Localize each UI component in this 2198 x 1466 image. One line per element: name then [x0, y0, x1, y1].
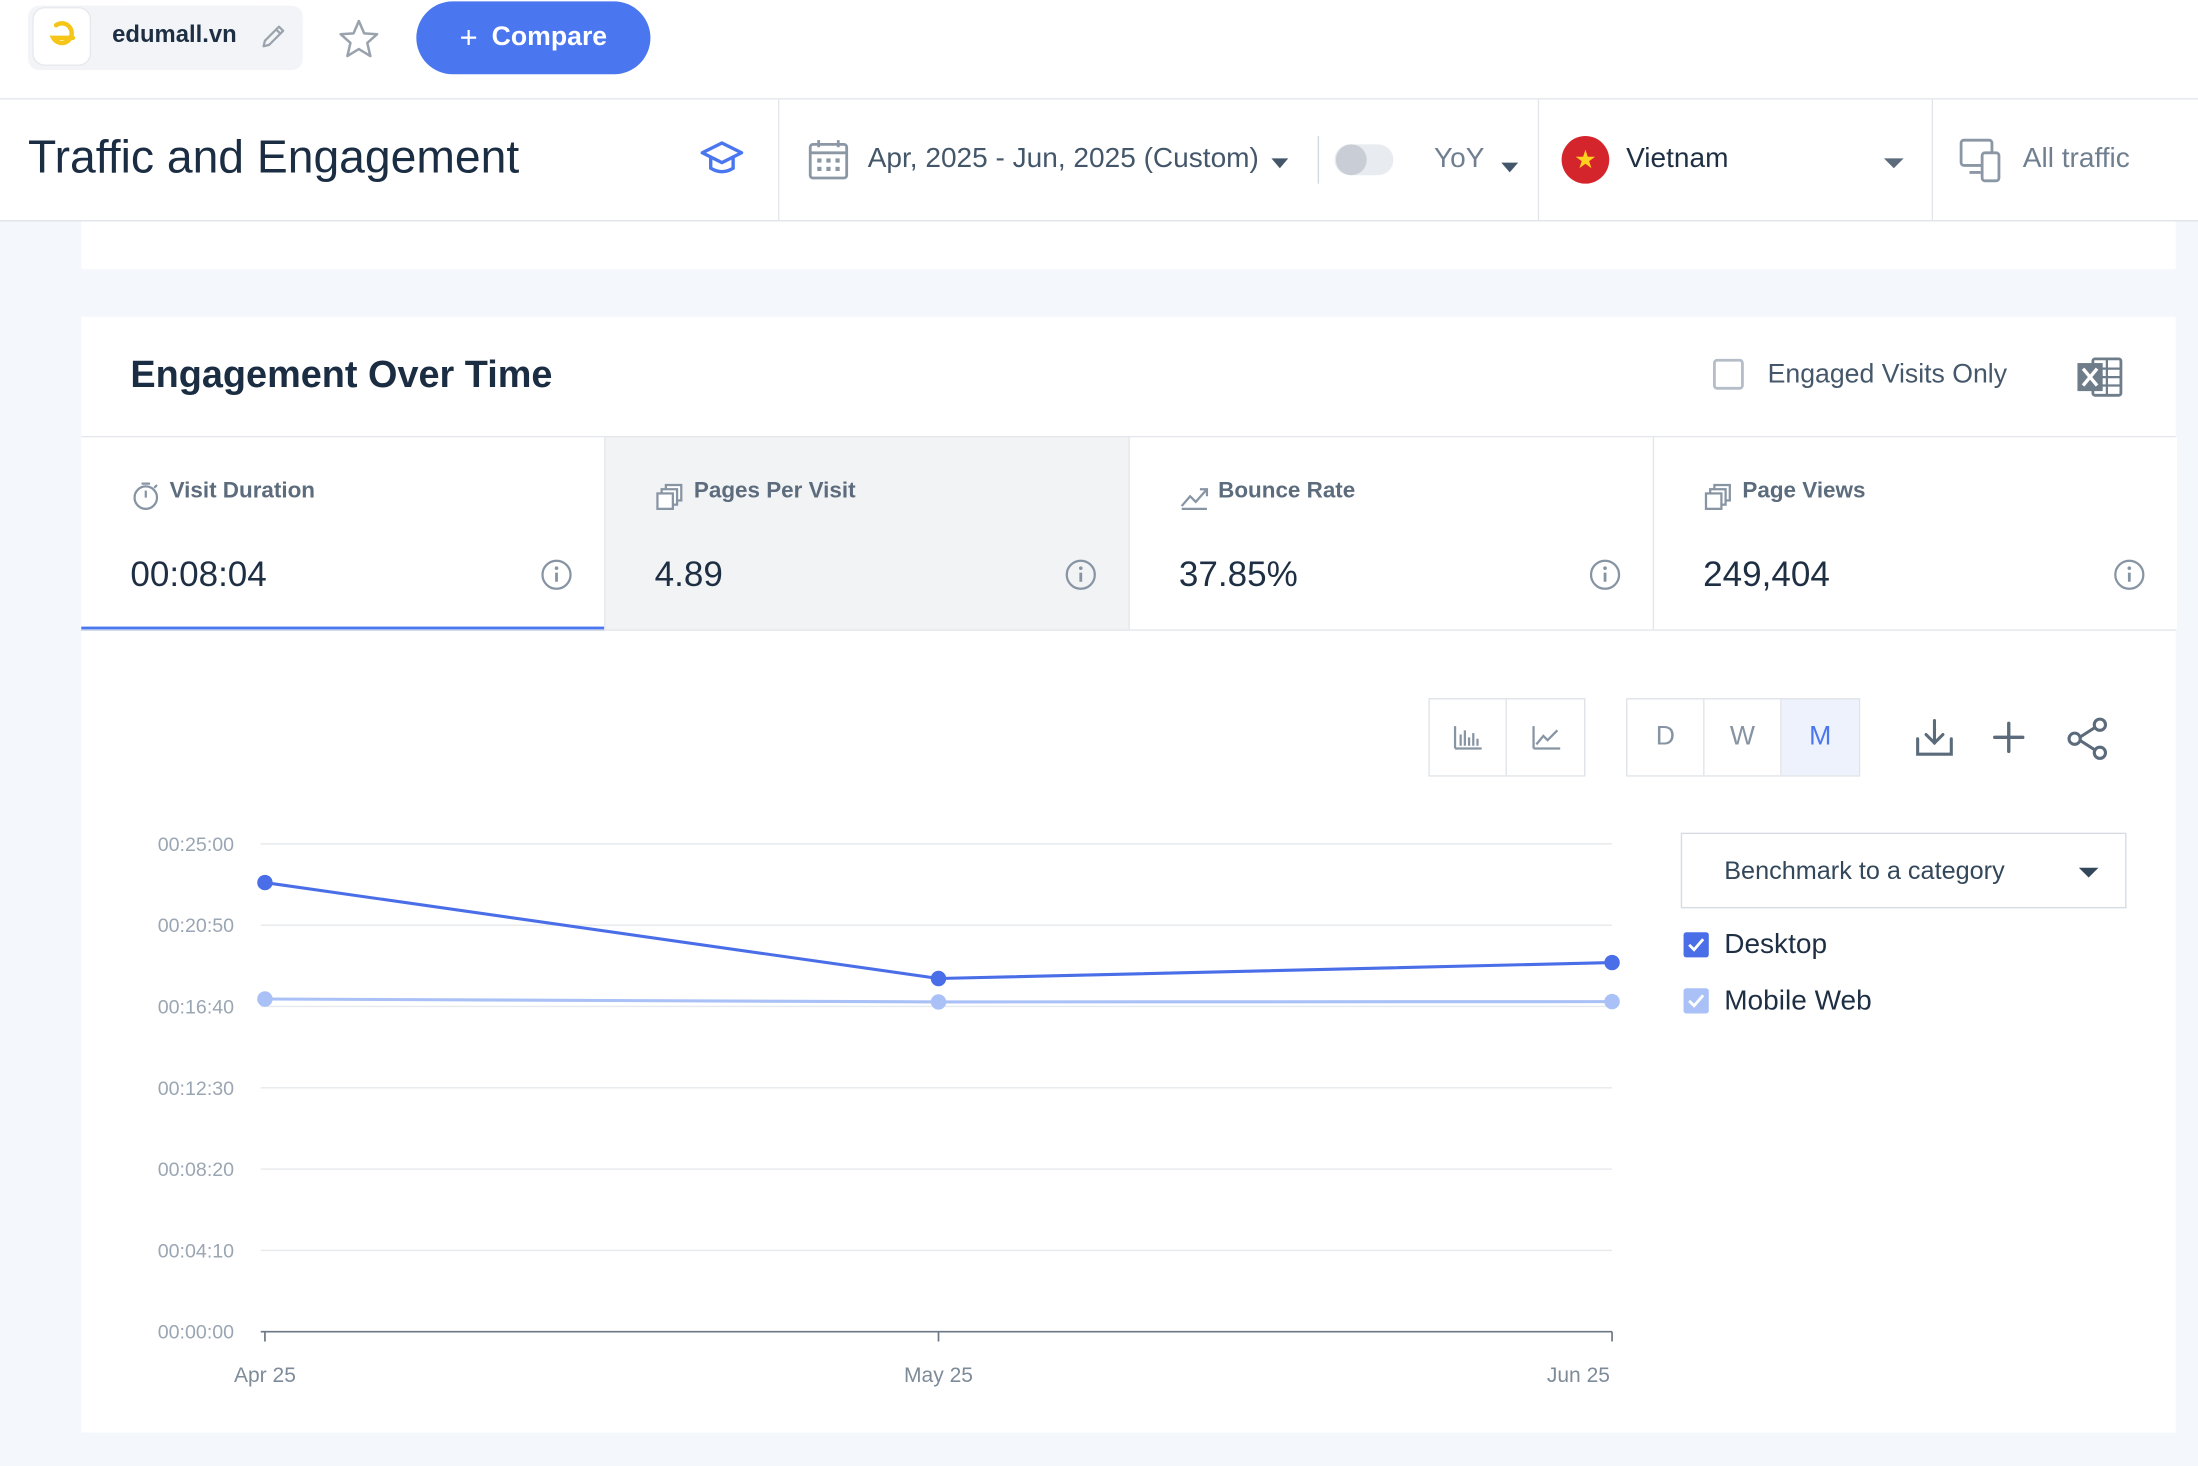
- y-tick-label: 00:16:40: [158, 996, 234, 1018]
- page-title: Traffic and Engagement: [28, 130, 520, 183]
- divider: [1931, 99, 1934, 221]
- x-tick-label: May 25: [904, 1364, 973, 1387]
- vietnam-flag-icon: ★: [1561, 135, 1610, 184]
- top-bar: [0, 0, 2198, 100]
- granularity-button-m[interactable]: M: [1781, 699, 1859, 776]
- benchmark-label[interactable]: Benchmark to a category: [1724, 856, 2005, 885]
- comparison-select[interactable]: YoY: [1434, 142, 1485, 174]
- caret-down-icon[interactable]: [1883, 153, 1905, 178]
- bar-chart-button[interactable]: [1429, 699, 1507, 776]
- metric-tab[interactable]: Visit Duration 00:08:04: [81, 437, 605, 631]
- metric-value: 4.89: [654, 555, 723, 595]
- x-tick-label: Jun 25: [1547, 1364, 1610, 1387]
- legend-checkbox[interactable]: [1683, 988, 1709, 1014]
- compare-button[interactable]: + Compare: [416, 1, 651, 75]
- divider: [604, 437, 606, 630]
- data-point[interactable]: [257, 874, 273, 891]
- site-logo: [33, 8, 90, 65]
- data-point[interactable]: [930, 970, 947, 987]
- metric-name: Bounce Rate: [1218, 479, 1356, 504]
- divider: [777, 99, 780, 221]
- metric-name: Page Views: [1742, 479, 1866, 504]
- y-tick-label: 00:08:20: [158, 1159, 234, 1181]
- add-icon[interactable]: [1989, 716, 2028, 765]
- data-point[interactable]: [257, 991, 273, 1007]
- x-tick-label: Apr 25: [234, 1364, 296, 1387]
- trend-icon: [1179, 481, 1210, 519]
- y-tick-label: 00:04:10: [158, 1240, 234, 1262]
- stopwatch-icon: [130, 481, 161, 519]
- download-icon[interactable]: [1913, 716, 1955, 765]
- metric-value: 37.85%: [1178, 555, 1298, 595]
- info-icon[interactable]: [1064, 558, 1098, 599]
- engaged-visits-checkbox[interactable]: [1712, 358, 1744, 390]
- y-tick-label: 00:20:50: [158, 915, 234, 937]
- active-tab-indicator: [81, 626, 605, 631]
- series-line-desktop: [264, 881, 1613, 981]
- metric-tab[interactable]: Pages Per Visit 4.89: [605, 437, 1129, 630]
- country-select[interactable]: Vietnam: [1626, 142, 1729, 174]
- y-tick-label: 00:00:00: [158, 1322, 234, 1344]
- metric-value: 249,404: [1703, 555, 1830, 595]
- metric-name: Visit Duration: [169, 479, 316, 504]
- previous-card: [81, 221, 2176, 270]
- engagement-line-chart: 00:00:00 00:04:10 00:08:20 00:12:30 00:16:40…: [158, 834, 1620, 1387]
- excel-export-icon[interactable]: [2076, 355, 2124, 407]
- metric-tab[interactable]: Page Views 249,404: [1654, 437, 2177, 630]
- divider: [81, 435, 2176, 438]
- pages-icon: [655, 481, 686, 519]
- divider: [1537, 99, 1540, 221]
- traffic-select[interactable]: All traffic: [2022, 142, 2130, 174]
- divider: [81, 629, 2176, 631]
- info-icon[interactable]: [2112, 558, 2146, 599]
- data-point[interactable]: [930, 994, 947, 1010]
- pencil-icon[interactable]: [258, 21, 289, 59]
- divider: [1317, 135, 1320, 184]
- info-icon[interactable]: [1588, 558, 1622, 599]
- divider: [1652, 437, 1655, 630]
- legend-label[interactable]: Desktop: [1724, 929, 1828, 961]
- compare-label: Compare: [491, 22, 608, 52]
- legend-label[interactable]: Mobile Web: [1724, 985, 1872, 1017]
- metric-name: Pages Per Visit: [693, 479, 856, 504]
- toggle-knob: [1335, 144, 1367, 176]
- date-range-picker[interactable]: Apr, 2025 - Jun, 2025 (Custom): [867, 142, 1259, 174]
- data-point[interactable]: [1604, 993, 1620, 1010]
- bar-chart-icon: [1453, 726, 1482, 750]
- site-name[interactable]: edumall.vn: [112, 21, 237, 48]
- caret-down-icon[interactable]: [1270, 153, 1290, 178]
- granularity-button-w[interactable]: W: [1704, 699, 1782, 776]
- graduation-cap-icon[interactable]: [698, 139, 746, 188]
- line-chart-button[interactable]: [1506, 699, 1585, 776]
- pages-icon: [1703, 481, 1734, 519]
- caret-down-icon[interactable]: [1500, 157, 1520, 182]
- chart-type-toggle: [1428, 698, 1586, 777]
- engaged-visits-label[interactable]: Engaged Visits Only: [1767, 360, 2008, 390]
- divider: [1128, 437, 1130, 630]
- star-icon[interactable]: [336, 17, 381, 69]
- benchmark-dropdown[interactable]: [1680, 832, 2127, 909]
- devices-icon: [1957, 136, 2005, 191]
- info-icon[interactable]: [540, 558, 574, 599]
- card-title: Engagement Over Time: [130, 353, 553, 396]
- metric-value: 00:08:04: [130, 555, 267, 595]
- share-icon[interactable]: [2065, 716, 2110, 768]
- plus-icon: +: [459, 19, 478, 55]
- metric-tab[interactable]: Bounce Rate 37.85%: [1129, 437, 1653, 630]
- data-point[interactable]: [1604, 954, 1620, 971]
- granularity-button-d[interactable]: D: [1627, 699, 1705, 776]
- line-chart-icon: [1531, 726, 1560, 750]
- legend-checkbox[interactable]: [1683, 932, 1709, 958]
- caret-down-icon[interactable]: [2077, 862, 2099, 887]
- y-tick-label: 00:25:00: [158, 834, 234, 856]
- calendar-icon: [807, 137, 849, 189]
- y-tick-label: 00:12:30: [158, 1078, 234, 1100]
- header-bar: [0, 99, 2198, 222]
